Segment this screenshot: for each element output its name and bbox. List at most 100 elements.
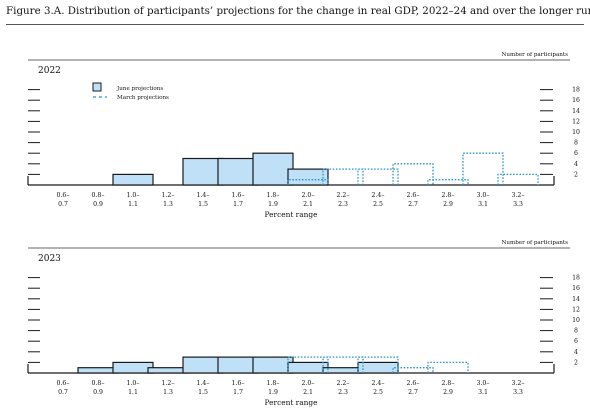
x-tick-label: 2.4– — [372, 380, 385, 387]
x-tick-label: 1.8– — [267, 380, 280, 387]
june-bar — [77, 367, 119, 374]
june-bar — [357, 361, 399, 374]
x-tick-label: 2.9 — [443, 201, 453, 208]
y-tick-label: 10 — [572, 317, 580, 324]
y-tick-label: 2 — [574, 171, 578, 178]
y-axis-title: Number of participants — [501, 240, 568, 246]
panel-year-label: 2022 — [38, 66, 61, 76]
x-tick-label: 2.3 — [338, 389, 348, 396]
june-bar — [217, 157, 259, 186]
x-tick-label: 2.6– — [407, 380, 420, 387]
x-tick-label: 0.8– — [92, 380, 105, 387]
y-tick-label: 8 — [574, 328, 578, 335]
x-tick-label: 1.0– — [127, 192, 140, 199]
x-tick-label: 1.1 — [128, 389, 138, 396]
legend-june-swatch — [92, 82, 102, 92]
x-tick-label: 2.2– — [337, 192, 350, 199]
x-tick-label: 2.2– — [337, 380, 350, 387]
x-tick-label: 3.1 — [478, 389, 488, 396]
x-tick-label: 1.4– — [197, 380, 210, 387]
x-tick-label: 1.0– — [127, 380, 140, 387]
x-tick-label: 2.3 — [338, 201, 348, 208]
x-tick-label: 1.5 — [198, 389, 208, 396]
x-tick-label: 1.5 — [198, 201, 208, 208]
x-tick-label: 1.6– — [232, 192, 245, 199]
figure-title: Figure 3.A. Distribution of participants… — [6, 5, 590, 17]
panel-2022: Number of participants 2022 2 4 6 8 10 12 14 16 18… — [27, 52, 580, 219]
june-bar — [252, 152, 294, 186]
x-tick-label: 1.9 — [268, 201, 278, 208]
y-tick-label: 6 — [574, 338, 578, 345]
panel-year-label: 2023 — [38, 254, 61, 264]
x-tick-label: 2.6– — [407, 192, 420, 199]
legend-june-label: June projections — [116, 86, 163, 92]
x-tick-label: 0.9 — [93, 201, 103, 208]
x-tick-label: 3.0– — [477, 380, 490, 387]
x-tick-label: 1.8– — [267, 192, 280, 199]
x-tick-label: 1.6– — [232, 380, 245, 387]
x-tick-label: 3.2– — [512, 192, 525, 199]
y-tick-label: 14 — [572, 296, 580, 303]
y-tick-label: 16 — [572, 285, 580, 292]
y-tick-label: 12 — [572, 118, 580, 125]
y-tick-label: 8 — [574, 140, 578, 147]
y-tick-label: 4 — [574, 349, 578, 356]
x-tick-label: 2.8– — [442, 192, 455, 199]
x-tick-label: 1.3 — [163, 201, 173, 208]
y-tick-label: 16 — [572, 97, 580, 104]
x-tick-label: 1.1 — [128, 201, 138, 208]
june-bar — [217, 356, 259, 374]
june-bar — [182, 157, 224, 186]
march-outline — [287, 356, 469, 373]
x-tick-label: 3.1 — [478, 201, 488, 208]
x-tick-label: 1.2– — [162, 192, 175, 199]
x-tick-label: 0.7 — [58, 201, 68, 208]
x-tick-label: 2.7 — [408, 201, 418, 208]
june-bar — [287, 361, 329, 374]
y-tick-label: 6 — [574, 150, 578, 157]
x-tick-label: 3.2– — [512, 380, 525, 387]
x-tick-label: 1.9 — [268, 389, 278, 396]
x-tick-label: 0.9 — [93, 389, 103, 396]
x-tick-label: 2.4– — [372, 192, 385, 199]
x-tick-label: 2.5 — [373, 389, 383, 396]
june-bar — [287, 168, 329, 186]
x-axis-title: Percent range — [265, 398, 318, 407]
june-bar — [112, 173, 154, 186]
x-tick-label: 2.8– — [442, 380, 455, 387]
x-tick-label: 2.1 — [303, 201, 313, 208]
march-outline — [287, 152, 539, 185]
y-tick-label: 12 — [572, 306, 580, 313]
y-tick-label: 14 — [572, 108, 580, 115]
y-tick-label: 10 — [572, 129, 580, 136]
x-tick-label: 2.0– — [302, 192, 315, 199]
y-tick-label: 4 — [574, 161, 578, 168]
y-tick-label: 18 — [572, 275, 580, 282]
x-tick-label: 2.9 — [443, 389, 453, 396]
y-tick-label: 18 — [572, 87, 580, 94]
x-tick-label: 0.7 — [58, 389, 68, 396]
x-tick-label: 3.0– — [477, 192, 490, 199]
x-tick-label: 0.6– — [57, 192, 70, 199]
x-tick-label: 0.8– — [92, 192, 105, 199]
legend-march-label: March projections — [117, 95, 169, 101]
x-tick-label: 0.6– — [57, 380, 70, 387]
y-tick-label: 2 — [574, 359, 578, 366]
title-rule — [6, 24, 584, 25]
x-tick-label: 2.7 — [408, 389, 418, 396]
x-tick-label: 1.4– — [197, 192, 210, 199]
x-axis-title: Percent range — [265, 210, 318, 219]
x-tick-label: 1.3 — [163, 389, 173, 396]
y-axis-title: Number of participants — [501, 52, 568, 58]
legend: June projections March projections — [92, 82, 169, 101]
june-bar — [252, 356, 294, 374]
x-tick-label: 2.0– — [302, 380, 315, 387]
x-tick-label: 1.7 — [233, 201, 243, 208]
x-tick-label: 3.3 — [513, 201, 523, 208]
x-tick-label: 3.3 — [513, 389, 523, 396]
x-tick-label: 2.1 — [303, 389, 313, 396]
june-bar — [112, 361, 154, 374]
june-bar — [182, 356, 224, 374]
x-tick-label: 1.7 — [233, 389, 243, 396]
